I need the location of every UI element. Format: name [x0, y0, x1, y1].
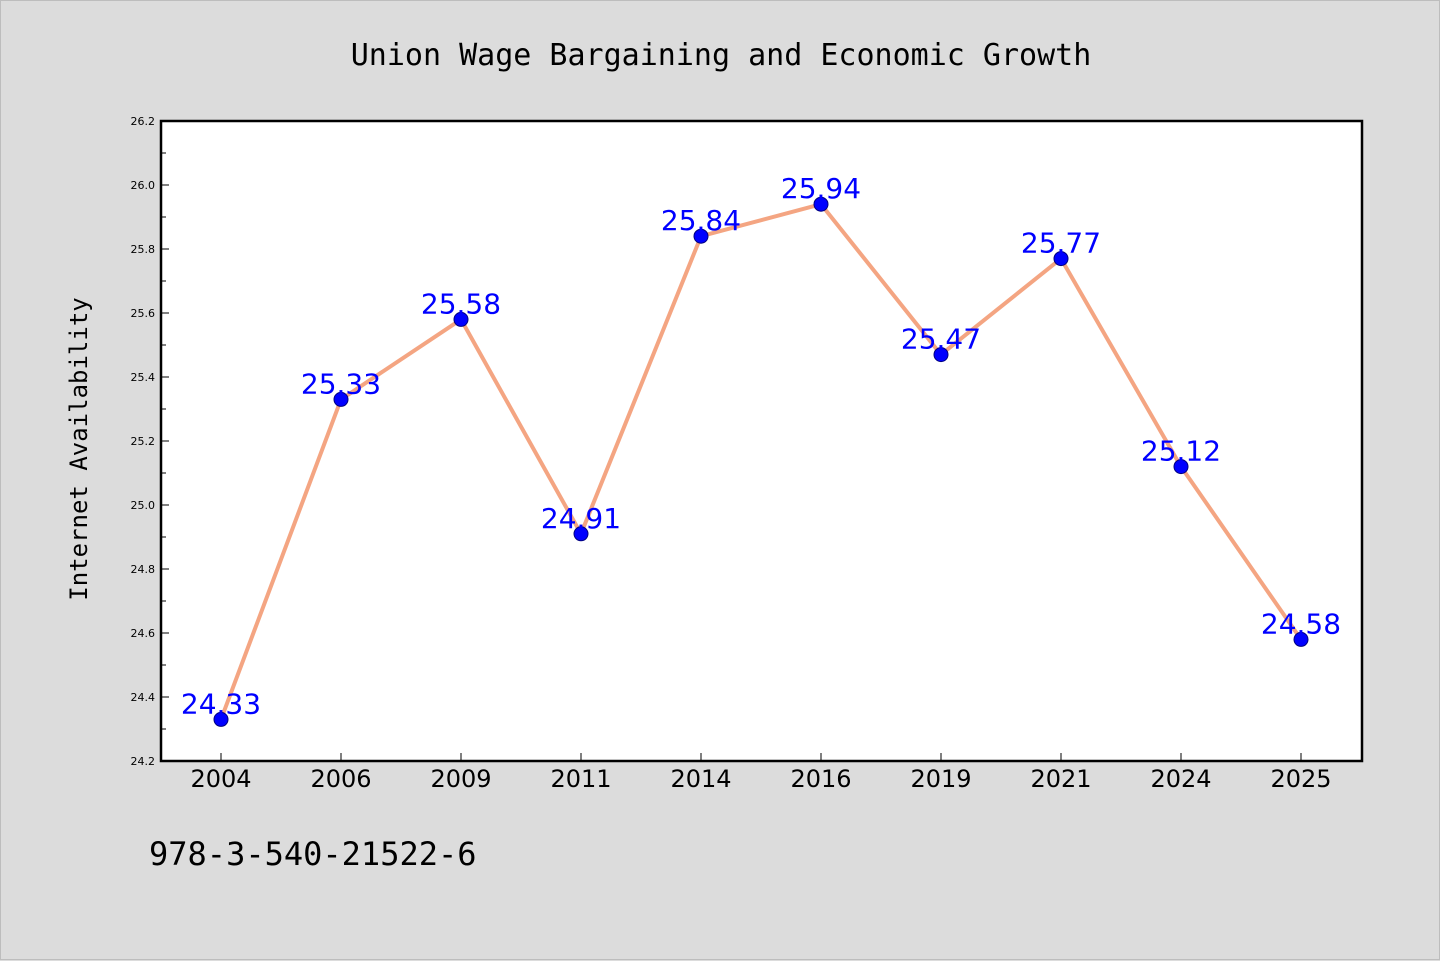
data-labels: 24.33 25.33 25.58 24.91 25.84 25.94 25.47 25.77…	[181, 172, 1341, 720]
data-label: 24.33	[181, 687, 261, 720]
data-label: 25.12	[1141, 435, 1221, 468]
data-point	[933, 347, 949, 363]
x-axis-ticks: 2004 2006 2009 2011 2014 2016 2019 2021 2024 2025	[190, 753, 1332, 793]
data-point	[693, 228, 709, 244]
x-tick-label: 2011	[550, 765, 611, 793]
y-tick-label: 24.6	[131, 627, 156, 640]
y-tick-label: 24.4	[131, 691, 156, 704]
data-point	[1053, 251, 1069, 267]
x-tick-label: 2016	[790, 765, 851, 793]
data-label: 25.47	[901, 323, 981, 356]
data-label: 25.84	[661, 204, 741, 237]
data-label: 25.33	[301, 367, 381, 400]
data-label: 24.91	[541, 502, 621, 535]
plot-area	[159, 119, 1364, 763]
y-tick-label: 24.2	[131, 755, 156, 768]
y-tick-label: 25.2	[131, 435, 156, 448]
x-tick-label: 2019	[910, 765, 971, 793]
y-tick-label: 26.2	[131, 115, 156, 128]
y-tick-label: 26.0	[131, 179, 156, 192]
data-point	[453, 311, 469, 327]
data-point	[1173, 459, 1189, 475]
y-axis-ticks: 24.2 24.4 24.6 24.8 25.0 25.2 25.4 25.6 25.8 26.0…	[131, 115, 169, 768]
x-tick-label: 2025	[1270, 765, 1331, 793]
x-tick-label: 2006	[310, 765, 371, 793]
series-layer	[213, 196, 1309, 727]
data-point	[333, 391, 349, 407]
data-point	[573, 526, 589, 542]
data-label: 25.58	[421, 287, 501, 320]
x-tick-label: 2009	[430, 765, 491, 793]
data-point	[1293, 631, 1309, 647]
footer-code: 978-3-540-21522-6	[149, 835, 477, 873]
series-line	[219, 202, 1303, 721]
y-axis-label: Internet Availability	[65, 297, 93, 600]
x-tick-label: 2024	[1150, 765, 1211, 793]
y-tick-label: 25.6	[131, 307, 156, 320]
data-point	[213, 711, 229, 727]
data-label: 24.58	[1261, 607, 1341, 640]
data-point	[813, 196, 829, 212]
x-tick-label: 2014	[670, 765, 731, 793]
y-tick-label: 25.4	[131, 371, 156, 384]
x-tick-label: 2021	[1030, 765, 1091, 793]
data-label: 25.94	[781, 172, 861, 205]
x-tick-label: 2004	[190, 765, 251, 793]
chart-title: Union Wage Bargaining and Economic Growt…	[351, 38, 1092, 73]
data-label: 25.77	[1021, 227, 1101, 260]
y-tick-label: 25.0	[131, 499, 156, 512]
y-tick-label: 25.8	[131, 243, 156, 256]
y-tick-label: 24.8	[131, 563, 156, 576]
